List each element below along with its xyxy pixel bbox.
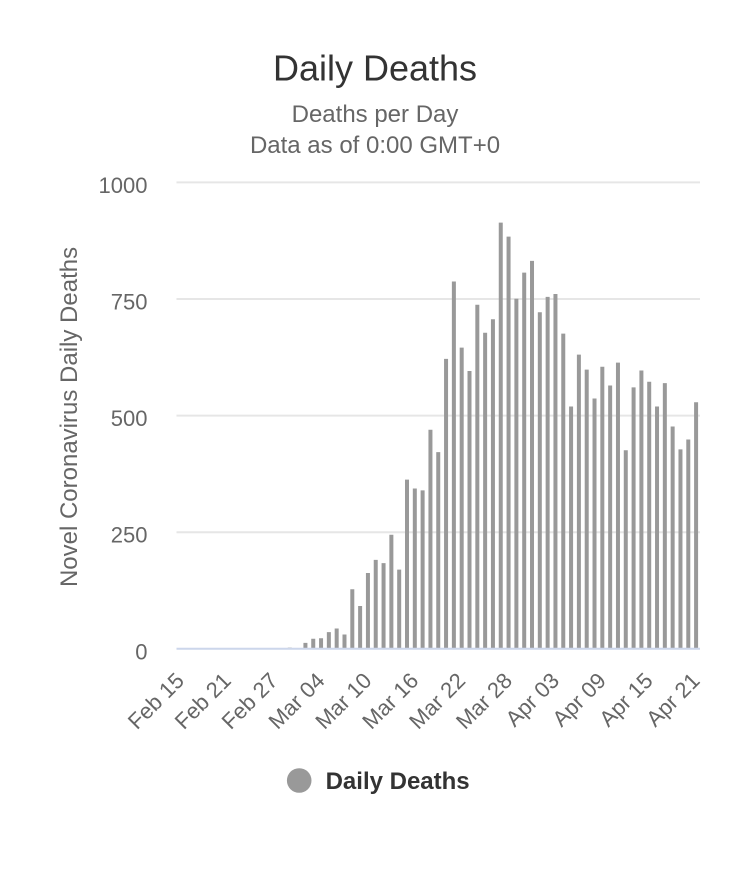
svg-text:Novel Coronavirus Daily Deaths: Novel Coronavirus Daily Deaths bbox=[56, 247, 83, 587]
svg-text:250: 250 bbox=[111, 523, 148, 548]
svg-text:Daily Deaths: Daily Deaths bbox=[326, 768, 470, 795]
svg-text:0: 0 bbox=[135, 639, 147, 664]
svg-text:Data as of 0:00 GMT+0: Data as of 0:00 GMT+0 bbox=[250, 132, 500, 159]
svg-text:750: 750 bbox=[111, 290, 148, 315]
svg-text:Daily Deaths: Daily Deaths bbox=[273, 48, 477, 89]
svg-text:1000: 1000 bbox=[99, 173, 148, 198]
svg-text:Deaths per Day: Deaths per Day bbox=[292, 101, 459, 128]
svg-text:500: 500 bbox=[111, 406, 148, 431]
